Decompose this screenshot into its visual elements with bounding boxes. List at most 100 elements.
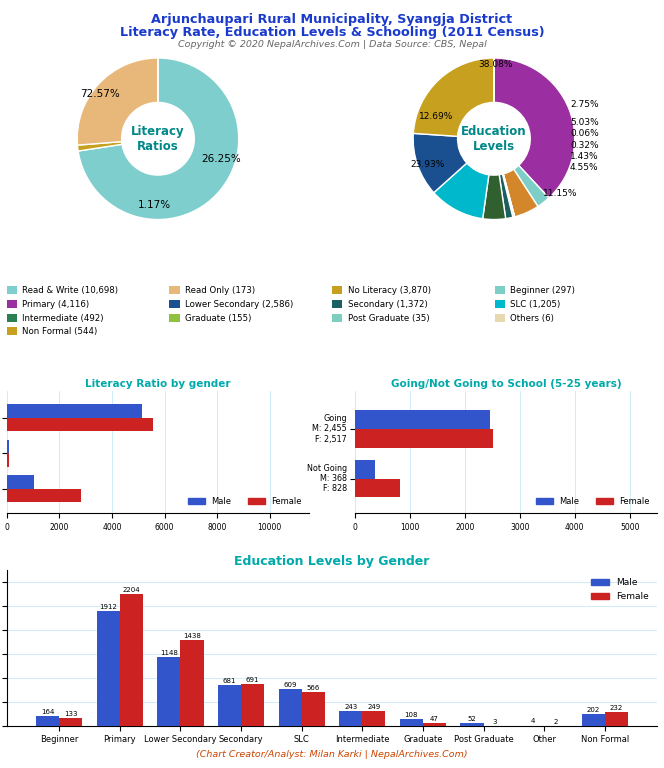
Text: Non Formal (544): Non Formal (544) — [23, 326, 98, 336]
Text: Secondary (1,372): Secondary (1,372) — [348, 300, 428, 309]
Text: Beginner (297): Beginner (297) — [511, 286, 575, 295]
Text: 243: 243 — [344, 704, 357, 710]
Text: Arjunchaupari Rural Municipality, Syangja District: Arjunchaupari Rural Municipality, Syangj… — [151, 13, 513, 26]
Bar — [363, 711, 385, 726]
Bar — [7, 440, 9, 453]
Wedge shape — [483, 175, 506, 220]
Text: 232: 232 — [610, 705, 623, 711]
Bar — [423, 723, 446, 726]
Text: 23.93%: 23.93% — [410, 160, 445, 169]
Wedge shape — [78, 141, 122, 151]
Text: 1.43%: 1.43% — [570, 152, 599, 161]
Legend: Male, Female: Male, Female — [185, 494, 305, 509]
Title: Literacy Ratio by gender: Literacy Ratio by gender — [85, 379, 230, 389]
Text: Others (6): Others (6) — [511, 313, 554, 323]
Wedge shape — [413, 134, 467, 193]
FancyBboxPatch shape — [495, 300, 505, 308]
Text: 5.03%: 5.03% — [570, 118, 599, 127]
Bar — [181, 640, 203, 726]
Text: 3: 3 — [493, 719, 497, 724]
Wedge shape — [434, 163, 489, 219]
Text: Literacy Rate, Education Levels & Schooling (2011 Census): Literacy Rate, Education Levels & School… — [120, 26, 544, 39]
Text: 1148: 1148 — [160, 650, 178, 656]
Text: Read & Write (10,698): Read & Write (10,698) — [23, 286, 118, 295]
FancyBboxPatch shape — [7, 300, 17, 308]
Text: 1438: 1438 — [183, 633, 201, 639]
FancyBboxPatch shape — [495, 286, 505, 294]
Bar — [301, 692, 325, 726]
Text: 52: 52 — [467, 716, 476, 722]
Bar — [400, 720, 423, 726]
Text: 133: 133 — [64, 710, 78, 717]
Bar — [582, 713, 605, 726]
FancyBboxPatch shape — [7, 286, 17, 294]
Text: 2204: 2204 — [123, 587, 140, 593]
Text: 164: 164 — [41, 709, 54, 715]
FancyBboxPatch shape — [332, 286, 343, 294]
Wedge shape — [503, 174, 515, 217]
Title: Education Levels by Gender: Education Levels by Gender — [234, 554, 430, 568]
Wedge shape — [494, 58, 574, 198]
Bar — [120, 594, 143, 726]
Text: 609: 609 — [284, 682, 297, 688]
FancyBboxPatch shape — [169, 300, 180, 308]
Wedge shape — [78, 58, 239, 220]
Bar — [218, 685, 241, 726]
FancyBboxPatch shape — [7, 314, 17, 322]
Wedge shape — [413, 58, 494, 137]
Text: Literacy
Ratios: Literacy Ratios — [131, 124, 185, 153]
Text: Post Graduate (35): Post Graduate (35) — [348, 313, 429, 323]
Text: Education
Levels: Education Levels — [461, 124, 527, 153]
Text: 47: 47 — [430, 716, 439, 722]
FancyBboxPatch shape — [332, 300, 343, 308]
Text: 4: 4 — [531, 718, 535, 724]
Bar — [355, 478, 400, 498]
Bar — [37, 716, 59, 726]
Text: 681: 681 — [223, 678, 236, 684]
FancyBboxPatch shape — [7, 327, 17, 335]
FancyBboxPatch shape — [169, 286, 180, 294]
FancyBboxPatch shape — [495, 314, 505, 322]
Text: 11.15%: 11.15% — [543, 189, 578, 198]
Bar — [7, 488, 82, 502]
Text: (Chart Creator/Analyst: Milan Karki | NepalArchives.Com): (Chart Creator/Analyst: Milan Karki | Ne… — [196, 750, 468, 759]
Bar — [7, 475, 34, 488]
Text: 2: 2 — [554, 719, 558, 724]
Text: Intermediate (492): Intermediate (492) — [23, 313, 104, 323]
Text: 1912: 1912 — [100, 604, 118, 611]
Legend: Male, Female: Male, Female — [533, 494, 653, 509]
Bar — [605, 712, 627, 726]
Text: Primary (4,116): Primary (4,116) — [23, 300, 90, 309]
Text: 0.06%: 0.06% — [570, 130, 599, 138]
Legend: Male, Female: Male, Female — [588, 574, 653, 604]
Text: 108: 108 — [404, 712, 418, 718]
Bar — [279, 690, 301, 726]
Text: 38.08%: 38.08% — [478, 60, 513, 69]
FancyBboxPatch shape — [332, 314, 343, 322]
Bar — [339, 711, 363, 726]
Wedge shape — [503, 169, 538, 217]
Text: 0.32%: 0.32% — [570, 141, 599, 150]
Bar — [7, 405, 142, 418]
Title: Going/Not Going to School (5-25 years): Going/Not Going to School (5-25 years) — [390, 379, 622, 389]
Text: 1.17%: 1.17% — [137, 200, 171, 210]
FancyBboxPatch shape — [169, 314, 180, 322]
Wedge shape — [514, 165, 549, 207]
Text: SLC (1,205): SLC (1,205) — [511, 300, 560, 309]
Text: Lower Secondary (2,586): Lower Secondary (2,586) — [185, 300, 293, 309]
Text: 12.69%: 12.69% — [418, 111, 453, 121]
Text: 691: 691 — [246, 677, 260, 684]
Text: 4.55%: 4.55% — [570, 164, 599, 172]
Text: Read Only (173): Read Only (173) — [185, 286, 255, 295]
Text: 249: 249 — [367, 703, 380, 710]
Bar — [59, 718, 82, 726]
Bar — [7, 453, 9, 467]
Bar — [7, 418, 153, 432]
Text: 566: 566 — [307, 685, 320, 691]
Bar — [461, 723, 483, 726]
Text: 72.57%: 72.57% — [80, 89, 120, 99]
Bar — [355, 409, 490, 429]
Text: Copyright © 2020 NepalArchives.Com | Data Source: CBS, Nepal: Copyright © 2020 NepalArchives.Com | Dat… — [178, 40, 486, 49]
Text: 26.25%: 26.25% — [201, 154, 241, 164]
Text: 202: 202 — [586, 707, 600, 713]
